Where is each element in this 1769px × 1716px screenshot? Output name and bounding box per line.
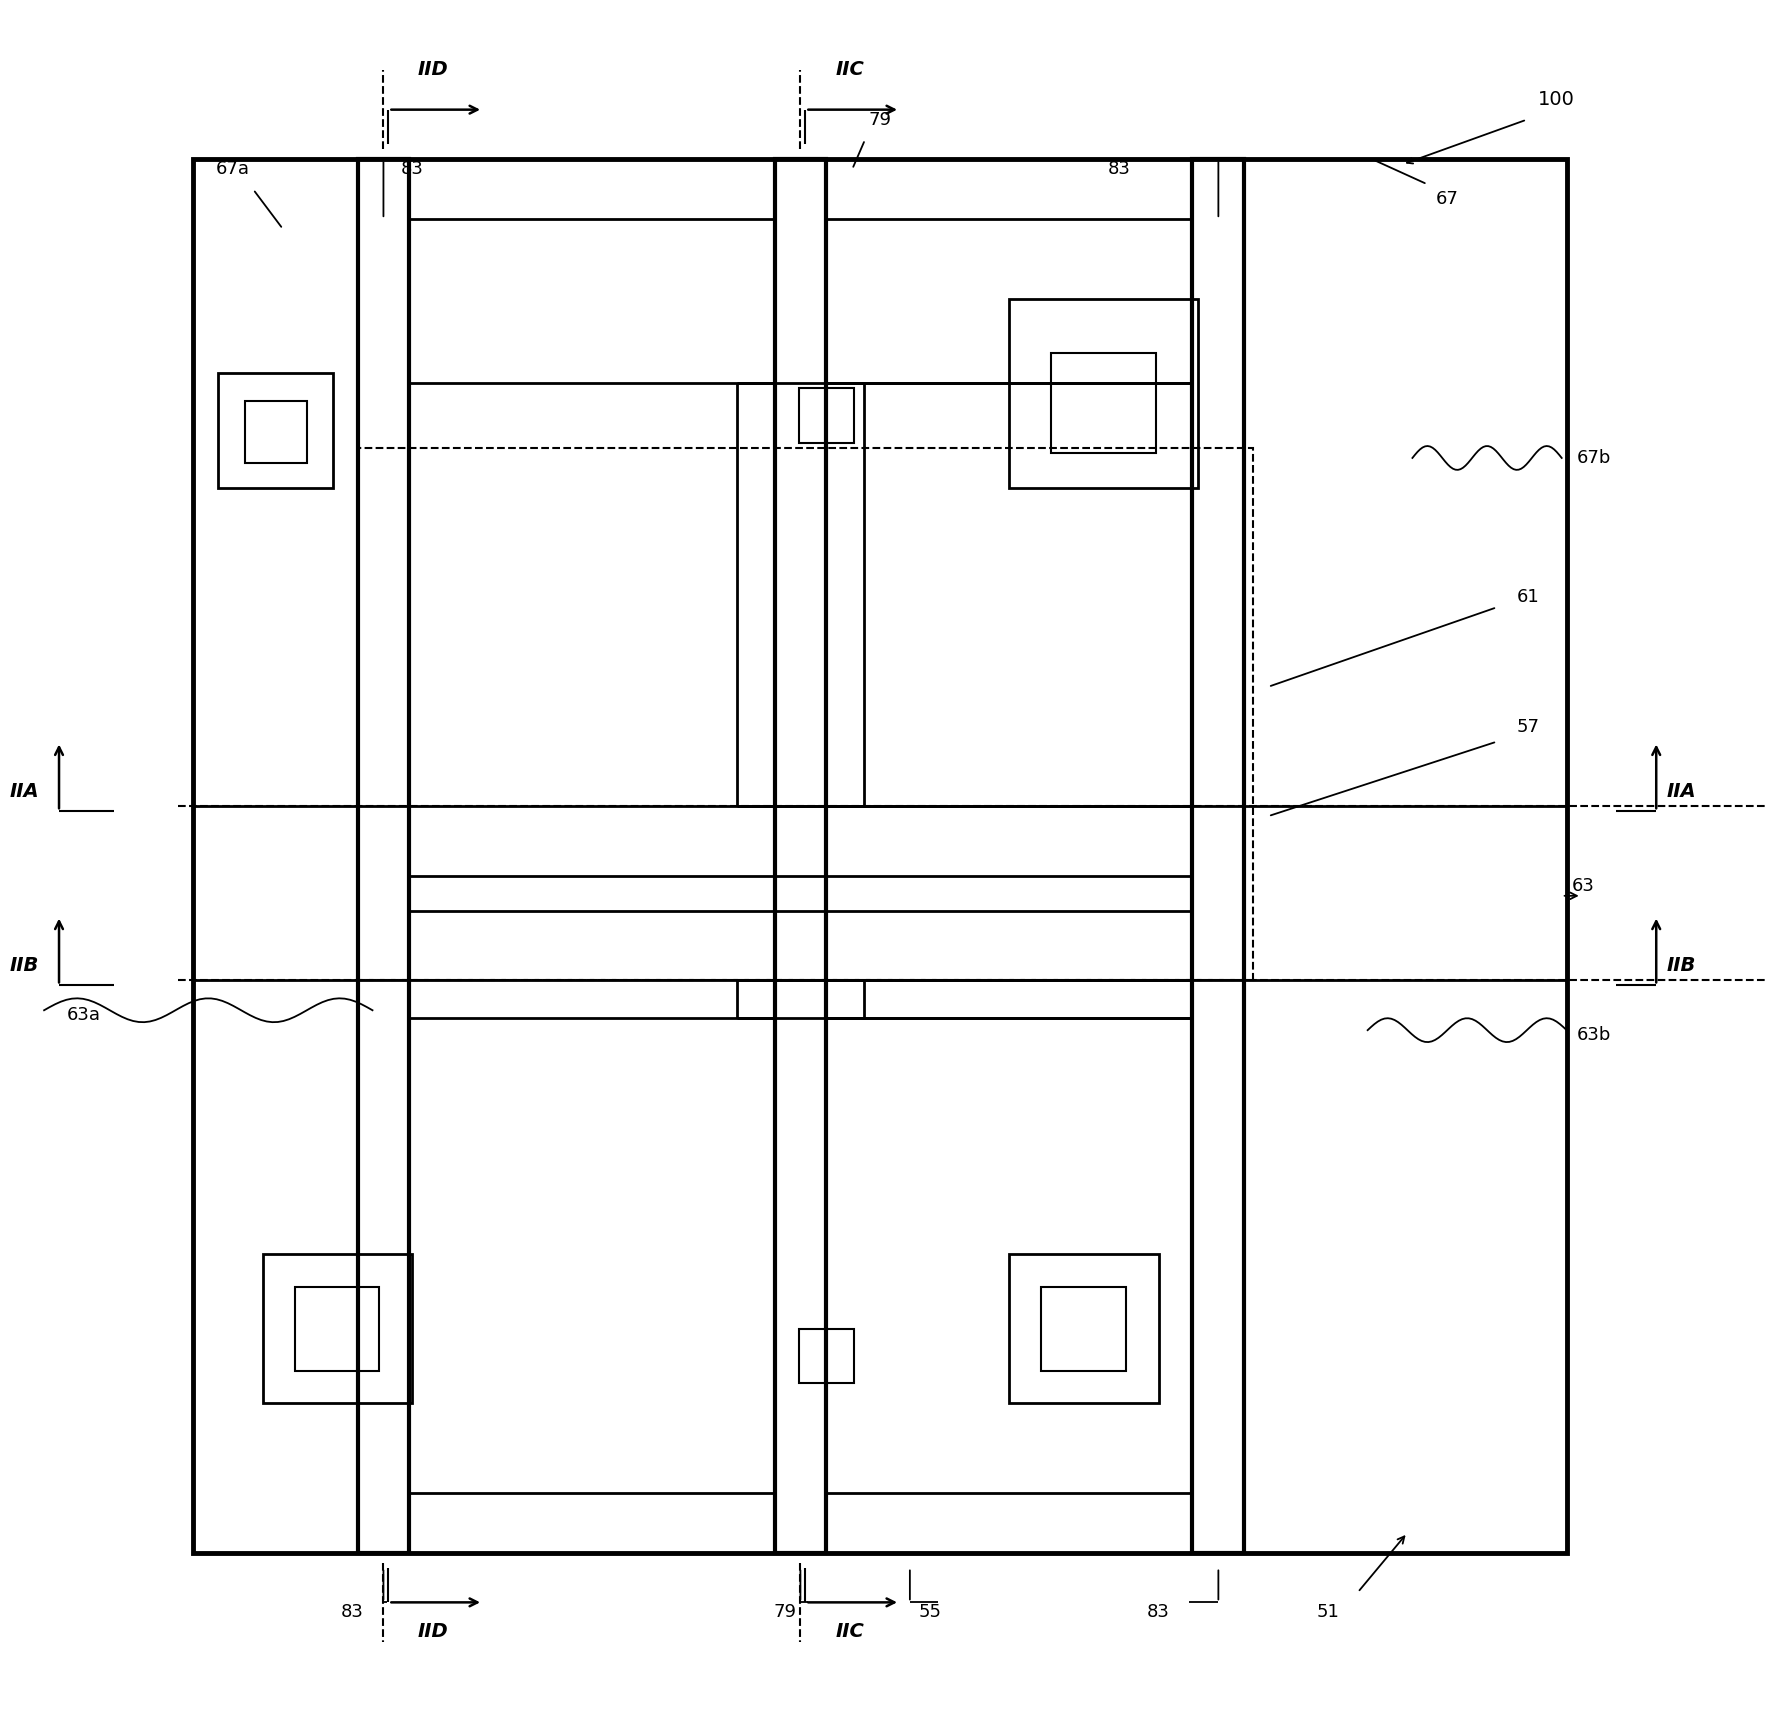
Text: 67b: 67b	[1576, 450, 1612, 467]
Bar	[193, 160, 409, 807]
Text: 67a: 67a	[216, 160, 249, 178]
Bar	[193, 980, 409, 1553]
Bar	[295, 1287, 380, 1371]
Bar	[357, 448, 1252, 980]
Bar	[1192, 160, 1567, 807]
Text: 51: 51	[1316, 1603, 1339, 1622]
Text: IIB: IIB	[1666, 956, 1695, 975]
Bar	[1192, 980, 1567, 1553]
Text: IIC: IIC	[835, 1622, 865, 1640]
Text: IIC: IIC	[835, 60, 865, 79]
Text: 83: 83	[341, 1603, 364, 1622]
Text: IIA: IIA	[1666, 782, 1696, 801]
Text: 83: 83	[1148, 1603, 1169, 1622]
Text: 63a: 63a	[67, 1006, 101, 1024]
Bar	[246, 402, 306, 463]
Bar	[775, 160, 826, 1553]
Text: 79: 79	[869, 110, 892, 129]
Bar	[357, 160, 409, 1553]
Text: 100: 100	[1539, 91, 1574, 110]
Bar	[218, 374, 333, 487]
Text: 61: 61	[1516, 589, 1539, 606]
Text: IIB: IIB	[9, 956, 39, 975]
Bar	[1192, 160, 1244, 1553]
Bar	[800, 1328, 854, 1383]
Bar	[1051, 353, 1155, 453]
Text: 57: 57	[1516, 717, 1539, 736]
Bar	[193, 160, 1567, 1553]
Bar	[264, 1254, 412, 1404]
Bar	[1010, 299, 1198, 487]
Text: IID: IID	[417, 60, 449, 79]
Bar	[1042, 1287, 1125, 1371]
Text: 83: 83	[402, 160, 425, 178]
Text: 55: 55	[918, 1603, 941, 1622]
Bar	[800, 388, 854, 443]
Text: 83: 83	[1107, 160, 1130, 178]
Text: 79: 79	[775, 1603, 798, 1622]
Text: 63: 63	[1571, 877, 1594, 894]
Text: IIA: IIA	[9, 782, 39, 801]
Text: 63b: 63b	[1576, 1026, 1612, 1043]
Text: 67: 67	[1436, 190, 1459, 208]
Text: IID: IID	[417, 1622, 449, 1640]
Bar	[1010, 1254, 1159, 1404]
